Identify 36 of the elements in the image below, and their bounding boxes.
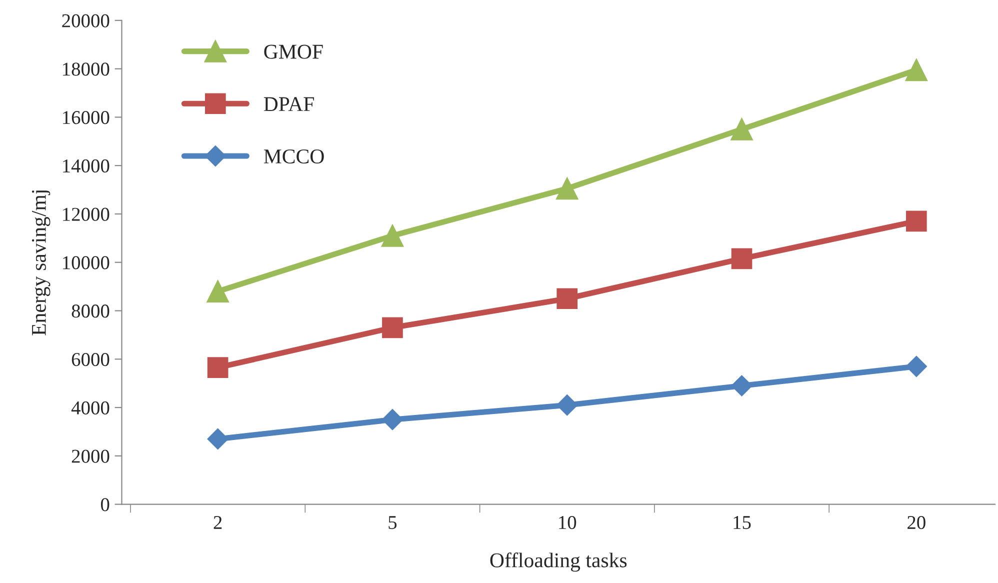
- point: [556, 177, 578, 200]
- point: [382, 317, 403, 338]
- point: [731, 375, 752, 396]
- legend-label: GMOF: [264, 44, 323, 59]
- point: [207, 357, 228, 378]
- y-tick-label: 18000: [63, 62, 110, 76]
- x-tick-label: 2: [214, 516, 222, 529]
- y-tick-label: 16000: [63, 111, 110, 124]
- point: [906, 210, 927, 232]
- y-tick-label: 2000: [72, 450, 110, 463]
- point: [382, 409, 403, 430]
- x-tick-label: 10: [559, 516, 576, 530]
- point: [206, 280, 229, 302]
- legend-label: DPAF: [264, 97, 314, 111]
- point: [731, 248, 752, 270]
- y-tick-label: 8000: [72, 304, 110, 318]
- x-tick-label: 5: [388, 516, 397, 530]
- y-tick-label: 10000: [63, 256, 110, 270]
- x-tick-label: 20: [908, 516, 926, 530]
- y-tick-label: 12000: [63, 208, 110, 221]
- x-tick-label: 15: [734, 516, 751, 530]
- point: [906, 356, 927, 377]
- legend-label: MCCO: [264, 149, 324, 164]
- x-axis-title: Offloading tasks: [490, 552, 627, 572]
- point: [556, 288, 578, 310]
- y-tick-label: 0: [100, 498, 110, 512]
- point: [207, 428, 228, 450]
- point: [381, 224, 404, 247]
- y-tick-label: 6000: [72, 352, 110, 366]
- point: [905, 58, 928, 82]
- point: [730, 118, 753, 140]
- y-tick-label: 20000: [62, 14, 110, 28]
- y-tick-label: 14000: [63, 159, 110, 173]
- y-tick-label: 4000: [71, 401, 110, 414]
- point: [556, 394, 578, 416]
- y-axis-title: Energy saving/mj: [32, 190, 50, 336]
